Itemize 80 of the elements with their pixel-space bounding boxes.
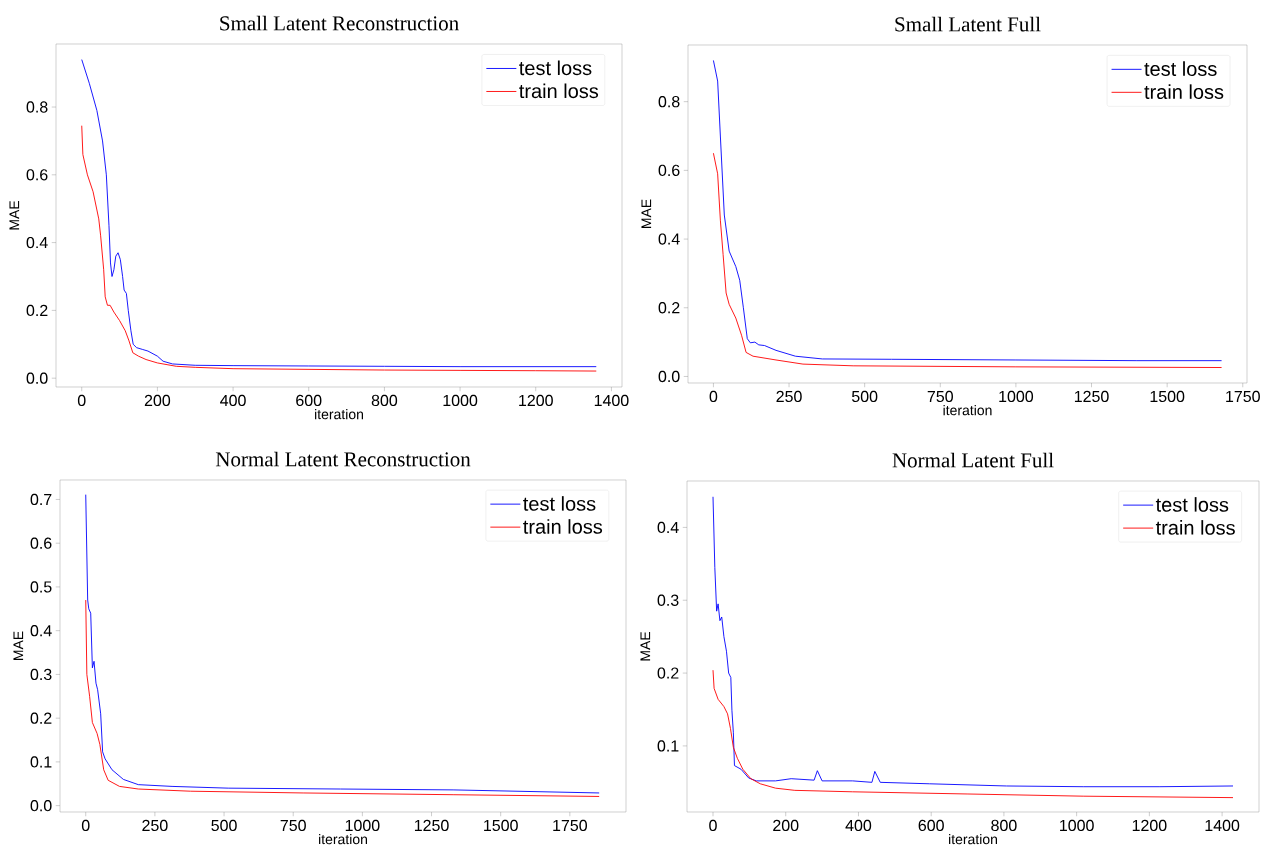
legend-label: train loss — [523, 519, 603, 534]
y-tick-label: 0.6 — [26, 169, 48, 181]
x-tick-label: 800 — [371, 394, 398, 407]
x-tick-label: 0 — [709, 819, 717, 832]
x-tick-label: 200 — [773, 819, 799, 832]
y-tick-label: 0.6 — [30, 537, 52, 549]
y-tick-label: 0.4 — [658, 233, 680, 245]
line-series — [85, 599, 600, 797]
y-tick-label: 0.0 — [30, 799, 52, 812]
x-tick-label: 400 — [220, 394, 246, 407]
y-tick-label: 0.8 — [26, 101, 48, 113]
chart-title: Small Latent Reconstruction — [220, 15, 459, 31]
y-tick-label: 0.2 — [30, 712, 52, 724]
y-axis-title: MAE — [640, 631, 651, 661]
y-tick-label: 0.1 — [30, 756, 52, 768]
line-series — [85, 494, 600, 794]
y-axis-title: MAE — [13, 631, 24, 661]
legend-label: test loss — [1144, 61, 1217, 77]
y-tick-label: 0.4 — [26, 236, 48, 249]
y-tick-label: 0.3 — [657, 594, 679, 606]
x-tick-label: 1250 — [414, 819, 449, 832]
x-axis-title: iteration — [949, 833, 997, 845]
y-axis-title: MAE — [641, 199, 652, 229]
x-tick-label: 600 — [296, 394, 322, 407]
x-tick-label: 750 — [280, 819, 306, 832]
y-tick-label: 0.2 — [658, 302, 680, 314]
y-tick-label: 0.6 — [658, 164, 680, 177]
x-tick-label: 1750 — [553, 819, 588, 832]
legend-label: train loss — [1144, 84, 1224, 100]
legend-label: test loss — [1155, 497, 1229, 512]
x-tick-label: 800 — [991, 819, 1017, 832]
x-tick-label: 1400 — [1205, 819, 1240, 832]
x-tick-label: 500 — [211, 819, 237, 832]
x-tick-label: 1000 — [443, 394, 478, 407]
x-tick-label: 250 — [142, 819, 168, 832]
legend-label: test loss — [519, 60, 592, 76]
x-tick-label: 1250 — [1074, 390, 1109, 403]
y-tick-label: 0.8 — [658, 96, 680, 108]
x-tick-label: 0 — [81, 819, 90, 832]
line-series — [712, 496, 1234, 788]
x-axis-title: iteration — [315, 408, 363, 420]
line-series — [712, 152, 1223, 368]
y-tick-label: 0.4 — [657, 521, 679, 534]
x-tick-label: 1200 — [1132, 819, 1167, 832]
x-tick-label: 0 — [77, 394, 86, 407]
x-tick-label: 1500 — [484, 819, 518, 832]
x-tick-label: 250 — [776, 390, 802, 403]
x-tick-label: 1000 — [999, 390, 1034, 403]
legend-label: test loss — [523, 496, 596, 511]
y-axis-title: MAE — [9, 200, 20, 230]
legend-label: train loss — [1155, 520, 1235, 535]
line-series — [712, 669, 1234, 799]
x-tick-label: 200 — [144, 394, 171, 407]
y-tick-label: 0.1 — [657, 740, 679, 752]
chart-title: Normal Latent Reconstruction — [215, 451, 471, 467]
x-axis-title: iteration — [319, 833, 367, 845]
y-tick-label: 0.7 — [30, 493, 52, 506]
x-axis-title: iteration — [943, 404, 992, 416]
y-tick-label: 0.3 — [30, 668, 52, 681]
y-tick-label: 0.4 — [30, 625, 52, 637]
chart-title: Normal Latent Full — [892, 452, 1054, 468]
x-tick-label: 1000 — [345, 819, 380, 832]
x-tick-label: 1500 — [1150, 390, 1185, 403]
line-series — [712, 60, 1223, 362]
x-tick-label: 1200 — [519, 394, 553, 407]
x-tick-label: 1400 — [594, 394, 629, 407]
x-tick-label: 400 — [845, 819, 872, 832]
x-tick-label: 750 — [927, 390, 953, 403]
x-tick-label: 0 — [709, 390, 718, 403]
x-tick-label: 500 — [851, 390, 878, 403]
chart-title: Small Latent Full — [895, 16, 1041, 32]
legend-label: train loss — [519, 83, 599, 99]
x-tick-label: 1000 — [1060, 819, 1094, 832]
x-tick-label: 1750 — [1226, 390, 1260, 403]
y-tick-label: 0.0 — [658, 370, 680, 383]
y-tick-label: 0.5 — [30, 581, 52, 593]
x-tick-label: 600 — [918, 819, 944, 832]
y-tick-label: 0.2 — [657, 667, 679, 679]
y-tick-label: 0.0 — [26, 372, 48, 384]
y-tick-label: 0.2 — [26, 304, 48, 317]
